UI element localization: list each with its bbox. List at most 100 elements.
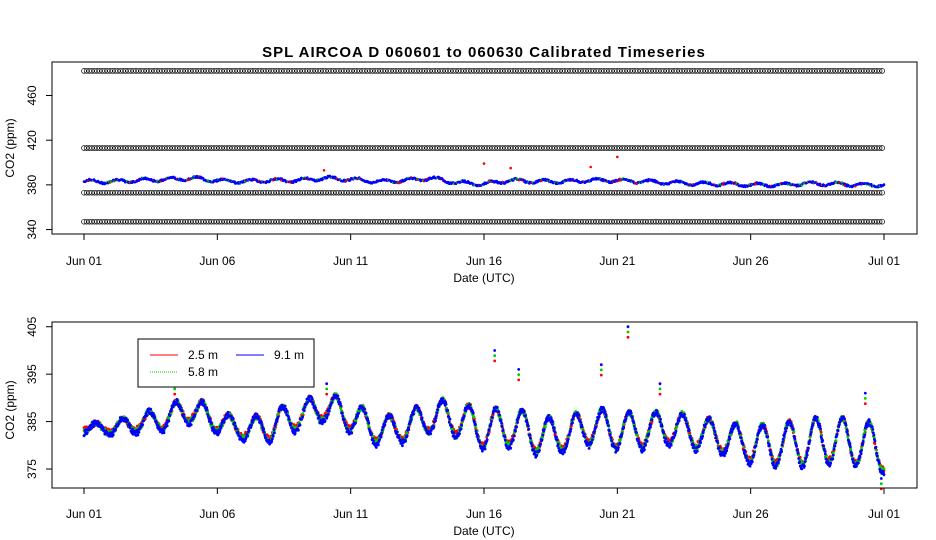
calibration-point <box>284 189 290 196</box>
calibration-point <box>390 189 397 196</box>
calibration-point <box>211 145 217 151</box>
calibration-point <box>692 189 698 196</box>
calibration-point <box>538 189 545 196</box>
calibration-point <box>611 68 618 74</box>
calibration-point <box>312 145 319 151</box>
calibration-point <box>616 218 623 225</box>
calibration-point <box>255 68 261 74</box>
calibration-point <box>484 68 490 74</box>
calibration-point <box>666 218 672 225</box>
calibration-point <box>702 189 709 196</box>
calibration-point <box>320 68 326 74</box>
calibration-point <box>609 218 615 225</box>
calibration-point <box>499 189 506 196</box>
calibration-point <box>744 145 750 151</box>
calibration-point <box>593 189 599 196</box>
calibration-point <box>510 68 516 74</box>
calibration-point <box>156 145 163 151</box>
calibration-point <box>853 189 859 196</box>
calibration-point <box>681 68 688 74</box>
calibration-point <box>619 145 625 151</box>
calibration-point <box>455 68 462 74</box>
calibration-point <box>330 218 337 225</box>
calibration-point <box>640 145 646 151</box>
calibration-point <box>424 218 430 225</box>
calibration-point <box>471 189 477 196</box>
calibration-point <box>668 68 675 74</box>
calibration-point <box>276 68 282 74</box>
calibration-point <box>320 145 326 151</box>
calibration-point <box>772 189 779 196</box>
calibration-point <box>297 68 303 74</box>
calibration-point <box>273 218 280 225</box>
calibration-point <box>247 68 254 74</box>
calibration-point <box>460 218 467 225</box>
calibration-point <box>601 189 607 196</box>
calibration-point <box>575 189 581 196</box>
calibration-point <box>252 68 259 74</box>
calibration-point <box>863 189 870 196</box>
calibration-point <box>575 68 581 74</box>
calibration-point <box>94 189 100 196</box>
calibration-point <box>494 68 501 74</box>
calibration-point <box>421 189 428 196</box>
calibration-point <box>489 68 495 74</box>
calibration-point <box>658 189 664 196</box>
calibration-point <box>731 145 737 151</box>
calibration-point <box>146 145 152 151</box>
calibration-point <box>455 189 462 196</box>
calibration-point <box>96 189 103 196</box>
calibration-point <box>848 218 854 225</box>
calibration-point <box>663 189 670 196</box>
calibration-point <box>398 218 404 225</box>
calibration-point <box>765 68 771 74</box>
calibration-point <box>702 145 709 151</box>
calibration-point <box>632 189 638 196</box>
calibration-point <box>632 145 638 151</box>
calibration-point <box>876 189 883 196</box>
calibration-point <box>193 218 199 225</box>
calibration-point <box>330 145 337 151</box>
calibration-point <box>520 145 527 151</box>
calibration-point <box>557 218 563 225</box>
calibration-point <box>757 68 763 74</box>
calibration-point <box>606 218 612 225</box>
calibration-point <box>450 145 456 151</box>
calibration-point <box>749 189 755 196</box>
calibration-point <box>164 68 170 74</box>
calibration-point <box>515 189 521 196</box>
bottom-panel: Jun 01 Jun 06 Jun 11 Jun 16 Jun 21 Jun 26 Jul … <box>3 316 918 538</box>
calibration-point <box>515 145 521 151</box>
calibration-point <box>414 68 420 74</box>
calibration-point <box>788 145 794 151</box>
calibration-point <box>432 189 438 196</box>
calibration-point <box>167 145 173 151</box>
calibration-point <box>382 189 389 196</box>
calibration-point <box>437 68 443 74</box>
calibration-point <box>850 189 857 196</box>
calibration-point <box>759 189 766 196</box>
calibration-point <box>138 68 144 74</box>
calibration-point <box>377 218 384 225</box>
calibration-point <box>694 68 701 74</box>
series-point-58m <box>206 410 210 414</box>
calibration-point <box>549 189 555 196</box>
calibration-point <box>796 145 802 151</box>
calibration-point <box>239 189 246 196</box>
calibration-point <box>655 189 662 196</box>
calibration-point <box>726 145 732 151</box>
calibration-point <box>518 68 524 74</box>
calibration-point <box>780 218 787 225</box>
calibration-point <box>278 218 285 225</box>
calibration-point <box>814 218 820 225</box>
calibration-point <box>577 68 584 74</box>
calibration-point <box>122 189 129 196</box>
calibration-point <box>167 189 173 196</box>
calibration-point <box>861 189 867 196</box>
calibration-point <box>138 189 144 196</box>
calibration-point <box>697 68 703 74</box>
calibration-point <box>770 145 776 151</box>
calibration-point <box>564 189 571 196</box>
calibration-point <box>398 189 404 196</box>
calibration-point <box>289 218 295 225</box>
